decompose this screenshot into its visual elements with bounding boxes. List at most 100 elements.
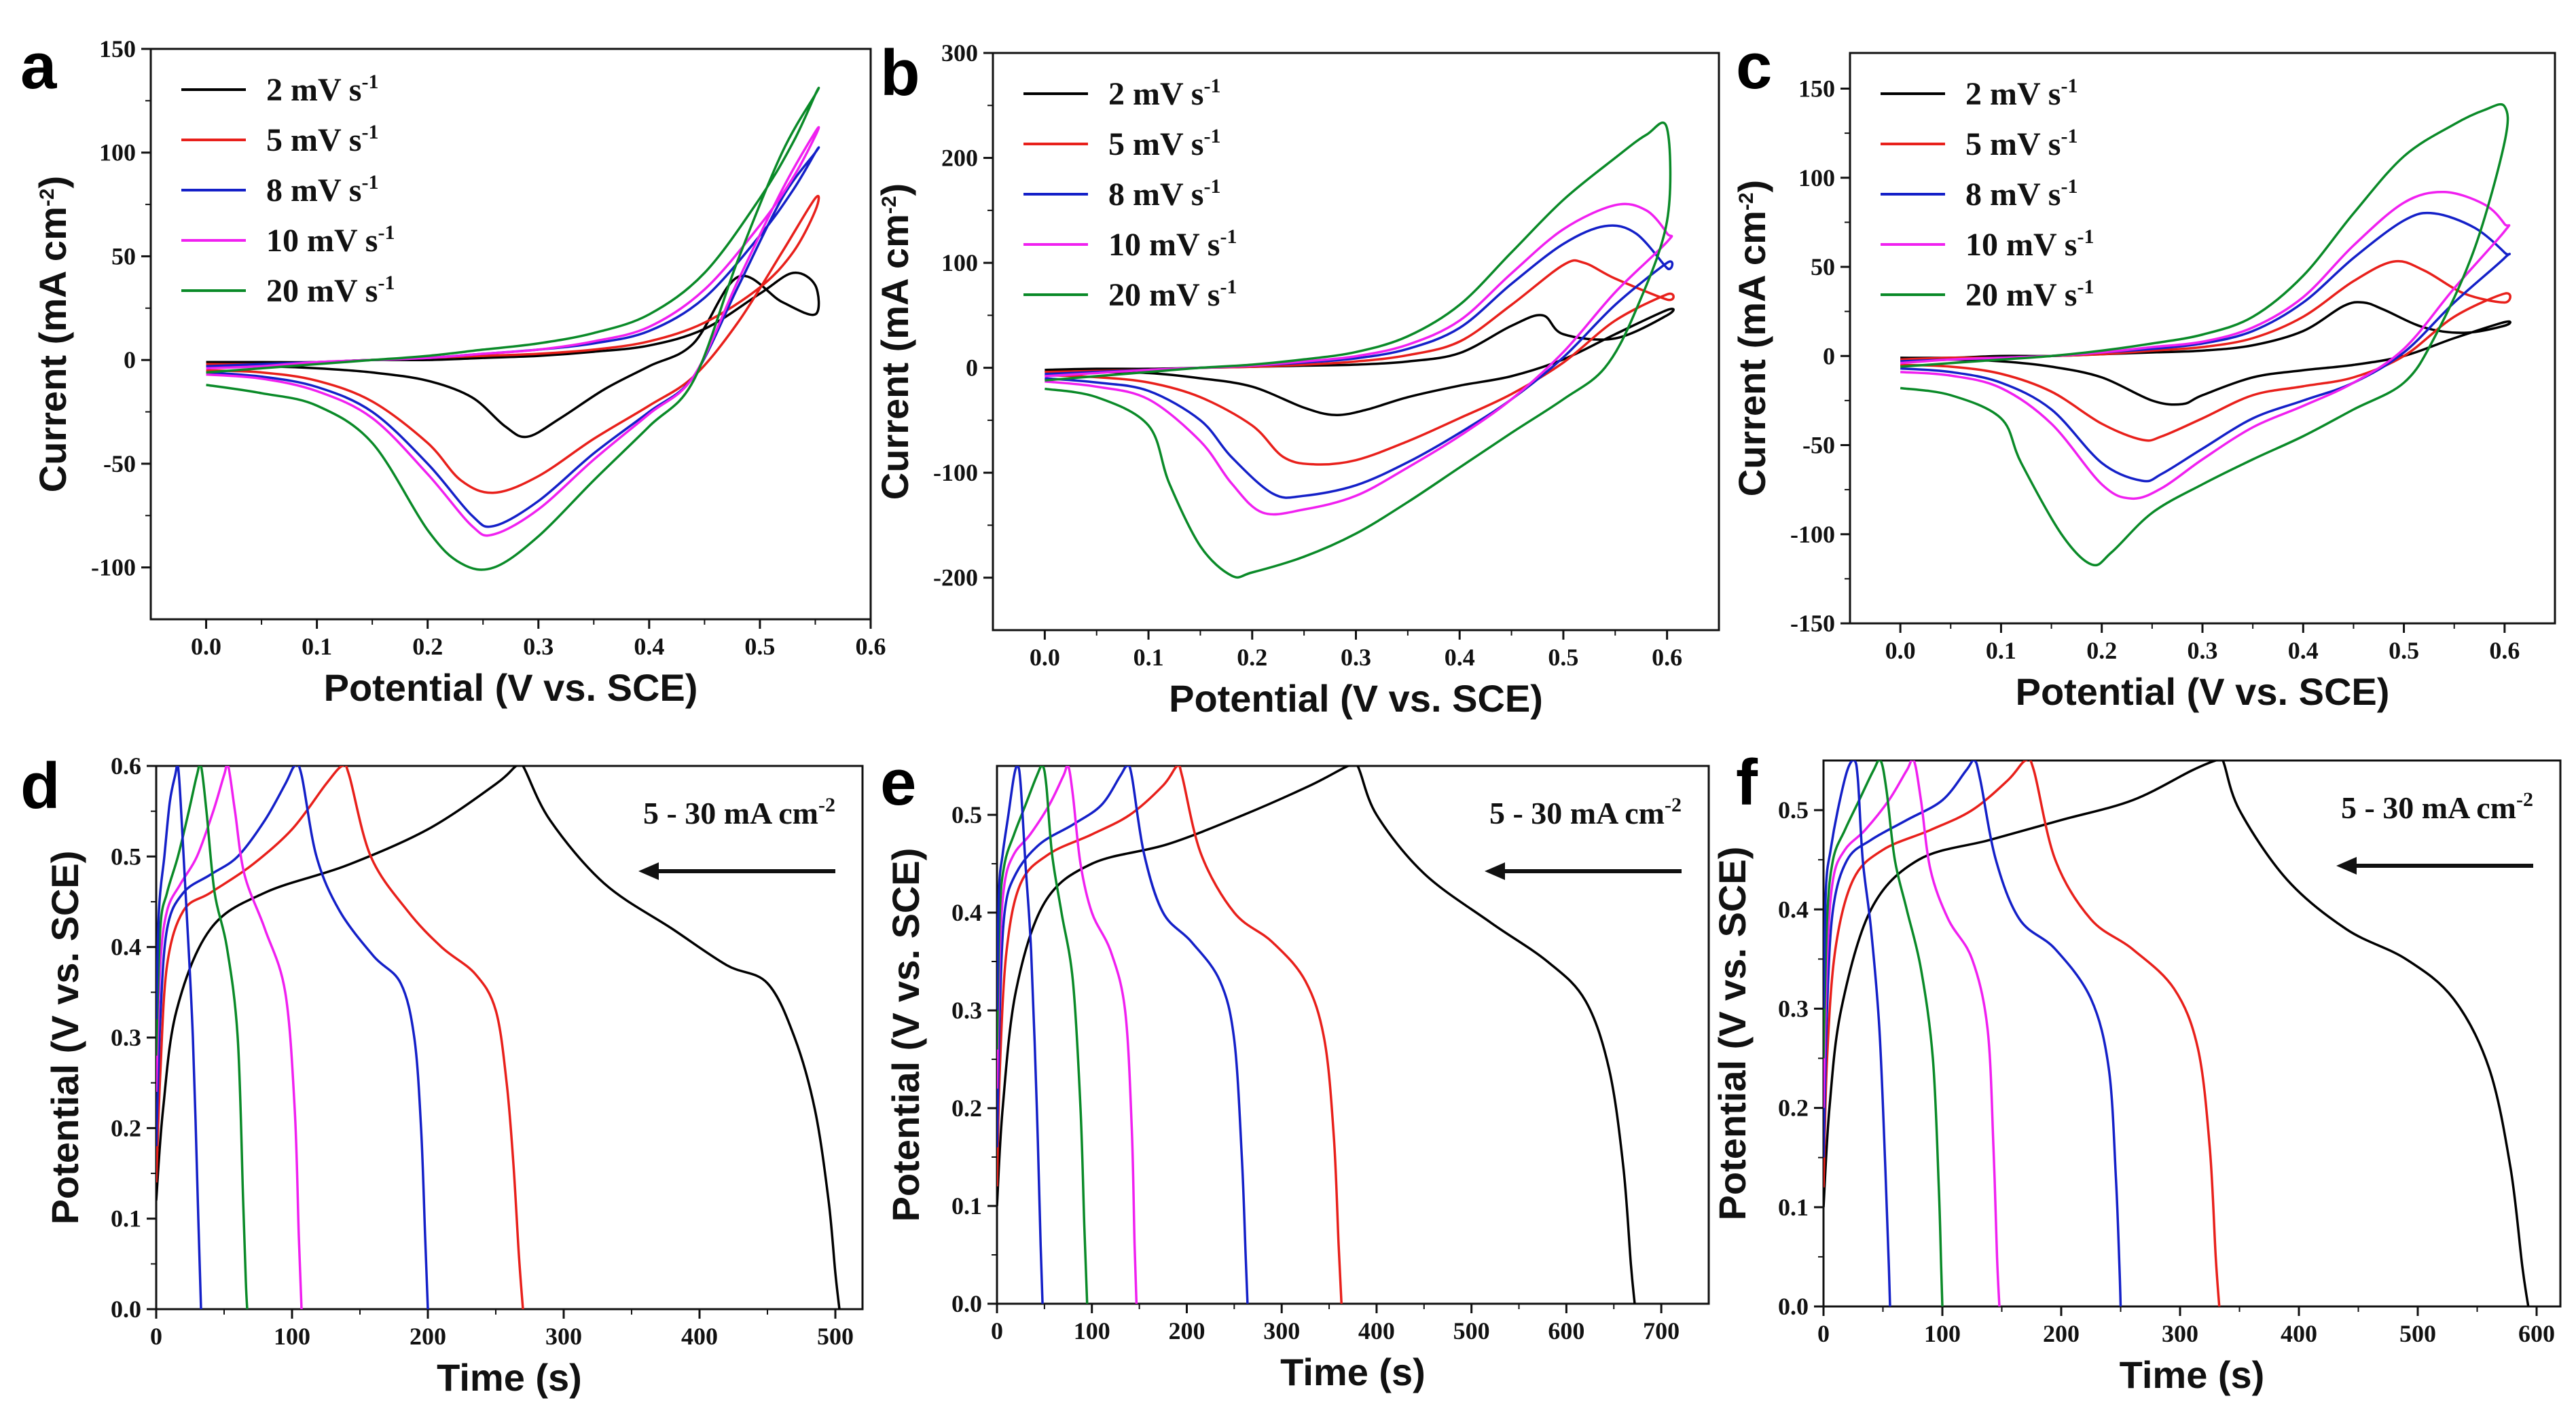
legend-label: 10 mV s-1 (266, 221, 395, 259)
y-tick-label: -100 (91, 554, 136, 581)
legend-label: 8 mV s-1 (266, 171, 378, 208)
y-tick-label: 0.3 (1778, 995, 1809, 1022)
y-tick-label: -100 (1790, 521, 1835, 548)
y-tick-label: 0.5 (1778, 797, 1809, 824)
y-tick-label: 50 (1811, 253, 1835, 280)
current-range-annotation: 5 - 30 mA cm-2 (2341, 788, 2533, 825)
legend: 2 mV s-1 5 mV s-1 8 mV s-1 10 mV s-1 20 mV s… (1881, 75, 2094, 313)
y-tick-label: 0.3 (951, 997, 982, 1024)
x-tick-label: 0.2 (2086, 637, 2117, 664)
y-tick-label: 0 (1823, 342, 1835, 369)
x-tick-label: 0.4 (1445, 644, 1475, 671)
y-axis-label: Current (mA cm-2) (873, 183, 916, 500)
x-tick-label: 0.3 (1341, 644, 1371, 671)
panel-f: f 0 100 200 300 400 500 600 0.0 0.1 0.2 0.3 0.4 0.5 Ti… (1711, 746, 2562, 1396)
x-tick-label: 100 (274, 1323, 310, 1350)
x-tick-label: 0.1 (302, 633, 332, 660)
y-tick-label: 0.0 (111, 1296, 141, 1323)
y-tick-label: 0.1 (951, 1192, 982, 1220)
x-tick-label: 0.5 (1548, 644, 1578, 671)
y-tick-label: 0.1 (1778, 1194, 1809, 1221)
y-axis-label: Potential (V vs. SCE) (43, 851, 86, 1225)
plot-frame (996, 765, 1710, 1305)
series-line-5-mA-cm-2 (156, 766, 841, 1309)
y-tick-label: -200 (933, 564, 978, 591)
x-tick-label: 0 (1817, 1320, 1830, 1347)
panel-d: d 0 100 200 300 400 500 0.0 0.1 0.2 0.3 0.4 0.5 0.6 Ti… (20, 750, 864, 1399)
legend-label: 10 mV s-1 (1965, 225, 2094, 263)
x-tick-label: 0.2 (1237, 644, 1267, 671)
series-line-10-mA-cm-2 (1824, 761, 2122, 1306)
series-line-10-mV-s-1 (206, 126, 820, 537)
plot-frame (992, 52, 1720, 631)
x-tick-label: 500 (2399, 1320, 2436, 1347)
series-line-30-mA-cm-2 (156, 766, 202, 1309)
series-line-20-mV-s-1 (206, 86, 820, 571)
y-tick-label: 100 (1798, 164, 1835, 191)
y-tick-label: 0 (124, 346, 136, 373)
y-tick-label: 0.1 (111, 1205, 141, 1232)
y-tick-label: 0.0 (951, 1290, 982, 1317)
y-tick-label: 100 (941, 249, 978, 276)
x-axis-label: Time (s) (2120, 1353, 2265, 1396)
x-tick-label: 0.2 (412, 633, 443, 660)
arrow-head-icon (1485, 862, 1505, 880)
x-tick-label: 0.0 (1030, 644, 1060, 671)
y-tick-label: 0.4 (1778, 896, 1809, 923)
series-line-20-mA-cm-2 (156, 766, 249, 1309)
legend: 2 mV s-1 5 mV s-1 8 mV s-1 10 mV s-1 20 mV s… (181, 71, 395, 309)
x-tick-label: 500 (1453, 1317, 1490, 1344)
y-axis-label: Potential (V vs. SCE) (884, 848, 927, 1222)
legend-label: 5 mV s-1 (1965, 125, 2078, 162)
x-tick-label: 0.1 (1986, 637, 2016, 664)
y-tick-label: -100 (933, 459, 978, 486)
legend-label: 20 mV s-1 (1108, 276, 1237, 313)
series-line-20-mV-s-1 (1045, 122, 1672, 579)
x-tick-label: 0.0 (191, 633, 221, 660)
legend-label: 5 mV s-1 (1108, 125, 1220, 162)
plot-frame (155, 765, 864, 1311)
y-axis-label: Current (mA cm-2) (1730, 180, 1773, 496)
series-line-30-mA-cm-2 (1824, 761, 1891, 1306)
x-tick-label: 300 (1263, 1317, 1300, 1344)
x-tick-label: 300 (2162, 1320, 2198, 1347)
panel-letter: d (20, 750, 60, 822)
x-tick-label: 400 (681, 1323, 718, 1350)
legend-label: 8 mV s-1 (1965, 175, 2078, 213)
series-line-8-mA-cm-2 (997, 766, 1343, 1304)
panel-letter: f (1736, 746, 1758, 819)
legend-label: 20 mV s-1 (266, 272, 395, 309)
legend-label: 5 mV s-1 (266, 121, 378, 158)
x-tick-label: 0.6 (1652, 644, 1682, 671)
series-line-10-mA-cm-2 (997, 766, 1249, 1304)
panel-a: a 0.0 0.1 0.2 0.3 0.4 0.5 0.6 -100 -50 0 50 100 150 Po… (20, 30, 886, 709)
legend-label: 8 mV s-1 (1108, 175, 1220, 213)
y-tick-label: 0.2 (1778, 1095, 1809, 1122)
y-tick-label: 0.3 (111, 1024, 141, 1051)
panel-letter: a (20, 30, 57, 103)
y-tick-label: 100 (99, 139, 136, 166)
x-tick-label: 0.6 (2489, 637, 2520, 664)
y-tick-label: -50 (103, 450, 136, 477)
x-tick-label: 700 (1643, 1317, 1680, 1344)
series-line-5-mA-cm-2 (997, 766, 1636, 1304)
series-line-30-mA-cm-2 (997, 766, 1044, 1304)
series-line-10-mA-cm-2 (156, 766, 429, 1309)
series-line-20-mA-cm-2 (997, 766, 1089, 1304)
panel-letter: e (880, 746, 916, 819)
series-line-10-mV-s-1 (1045, 202, 1673, 516)
legend: 2 mV s-1 5 mV s-1 8 mV s-1 10 mV s-1 20 mV s… (1023, 75, 1237, 313)
x-tick-label: 400 (1358, 1317, 1395, 1344)
y-tick-label: 0.2 (111, 1114, 141, 1141)
y-tick-label: 50 (111, 242, 136, 270)
x-axis-label: Time (s) (1280, 1351, 1426, 1393)
x-tick-label: 0.5 (744, 633, 775, 660)
current-range-annotation: 5 - 30 mA cm-2 (1489, 794, 1682, 830)
panel-letter: c (1736, 30, 1772, 103)
x-tick-label: 200 (1168, 1317, 1205, 1344)
series-group (156, 766, 841, 1309)
y-tick-label: 0.2 (951, 1095, 982, 1122)
series-group (206, 86, 820, 571)
x-tick-label: 200 (410, 1323, 446, 1350)
